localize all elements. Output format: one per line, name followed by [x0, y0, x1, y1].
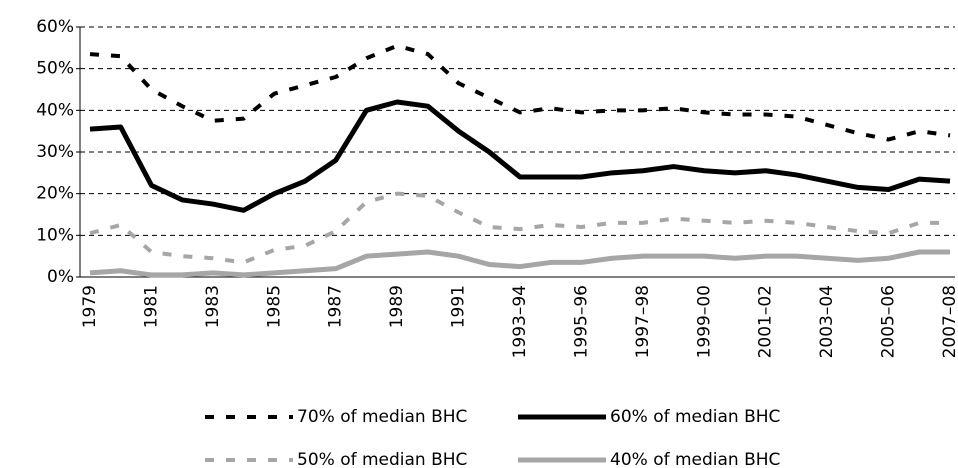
- x-tick-label: 1987: [326, 285, 346, 328]
- x-tick-label: 1979: [80, 285, 100, 328]
- legend-label: 70% of median BHC: [297, 407, 467, 427]
- legend-label: 60% of median BHC: [610, 407, 780, 427]
- x-tick-label: 2001–02: [756, 285, 776, 358]
- series-line: [89, 99, 951, 213]
- y-tick-label: 30%: [36, 142, 74, 162]
- x-tick-label: 1991: [449, 285, 469, 328]
- x-tick-label: 1993–94: [510, 285, 530, 358]
- legend-label: 50% of median BHC: [297, 450, 467, 468]
- series-line: [89, 43, 951, 142]
- x-tick-label: 2003–04: [817, 285, 837, 358]
- series-line: [89, 249, 950, 278]
- x-tick-label: 1997–98: [633, 285, 653, 358]
- x-tick-label: 1983: [203, 285, 223, 328]
- x-tick-label: 1999–00: [694, 285, 714, 358]
- x-tick-label: 2005–06: [879, 285, 899, 358]
- y-tick-label: 40%: [36, 100, 74, 120]
- x-tick-label: 1995–96: [571, 285, 591, 358]
- y-tick-label: 0%: [47, 267, 74, 287]
- x-tick-label: 1981: [141, 285, 161, 328]
- y-tick-label: 50%: [36, 59, 74, 79]
- legend-label: 40% of median BHC: [610, 450, 780, 468]
- y-tick-label: 60%: [36, 17, 74, 37]
- x-tick-label: 1989: [387, 285, 407, 328]
- x-tick-label: 1985: [264, 285, 284, 328]
- series-line: [89, 191, 950, 265]
- y-tick-label: 20%: [36, 184, 74, 204]
- y-tick-label: 10%: [36, 225, 74, 245]
- x-tick-label: 2007–08: [940, 285, 958, 358]
